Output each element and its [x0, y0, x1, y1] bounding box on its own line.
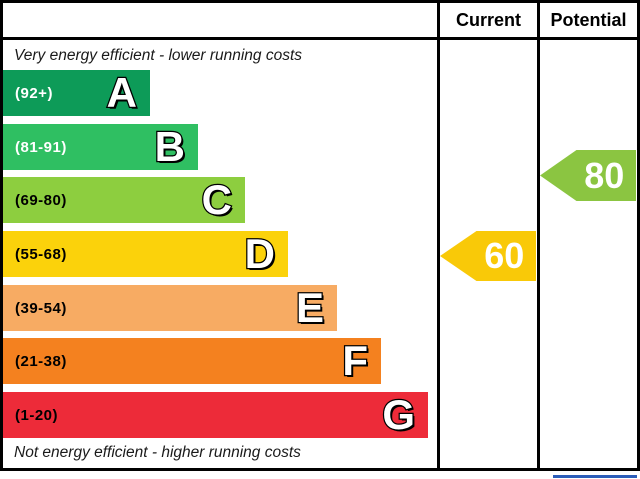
band-g: (1-20) G: [3, 390, 428, 439]
band-range-label: (81-91): [15, 138, 67, 156]
band-a: (92+) A: [3, 68, 150, 117]
band-range-label: (69-80): [15, 191, 67, 209]
band-letter: B: [153, 122, 186, 171]
potential-column-header: Potential: [550, 10, 627, 30]
band-letter: E: [295, 283, 326, 332]
band-range-label: (21-38): [15, 352, 67, 370]
band-range-label: (1-20): [15, 406, 59, 424]
current-column-divider: [437, 3, 440, 468]
band-letter: F: [341, 336, 369, 385]
band-range-label: (55-68): [15, 245, 67, 263]
header-divider-line: [3, 37, 637, 40]
cropped-blue-element-fragment: [553, 475, 637, 478]
band-f: (21-38) F: [3, 336, 381, 385]
band-letter: G: [381, 390, 416, 439]
potential-rating-value: 80: [584, 154, 625, 196]
band-letter: A: [105, 68, 138, 117]
band-c: (69-80) C: [3, 175, 245, 224]
band-letter: C: [200, 175, 233, 224]
top-caption: Very energy efficient - lower running co…: [14, 47, 303, 64]
current-rating-value: 60: [484, 235, 525, 276]
current-column-header: Current: [455, 10, 521, 30]
band-d: (55-68) D: [3, 229, 288, 278]
band-range-label: (39-54): [15, 299, 67, 317]
band-range-label: (92+): [15, 84, 53, 102]
band-e: (39-54) E: [3, 283, 337, 332]
band-b: (81-91) B: [3, 122, 198, 171]
potential-column-divider: [537, 3, 540, 468]
bottom-caption: Not energy efficient - higher running co…: [14, 444, 301, 461]
band-letter: D: [243, 229, 276, 278]
